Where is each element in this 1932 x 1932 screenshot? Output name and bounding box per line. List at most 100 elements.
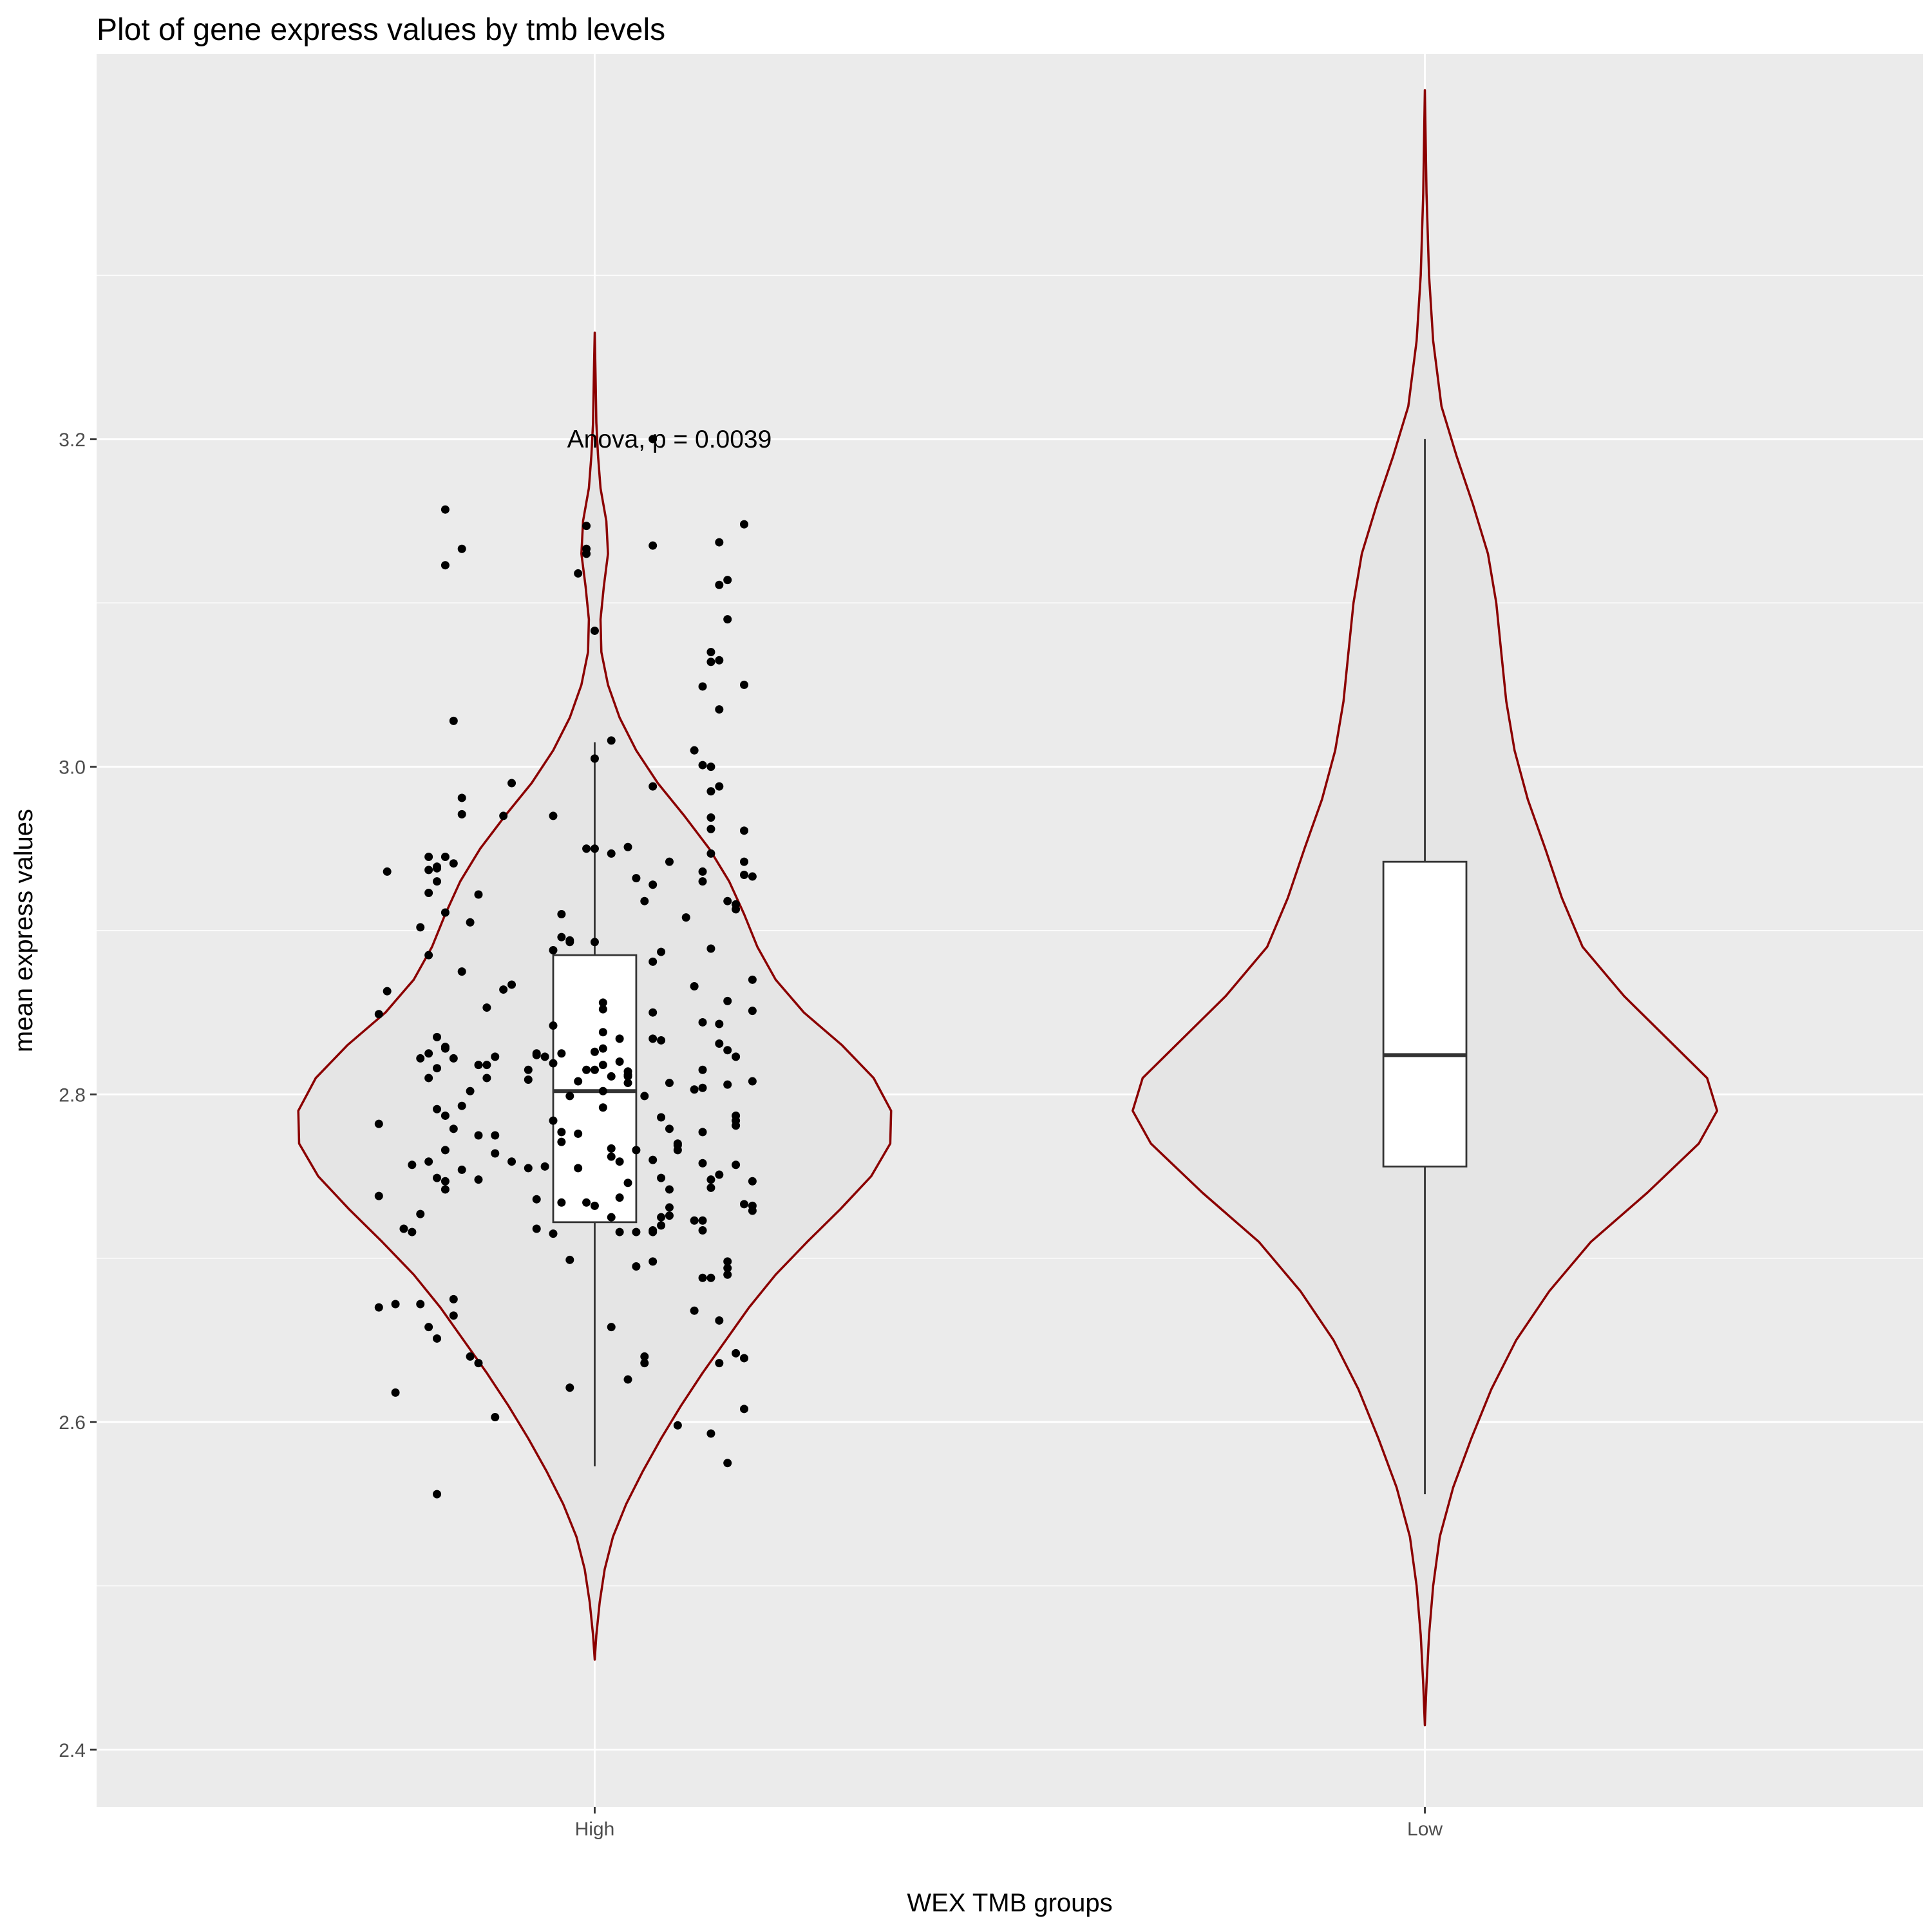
data-point-high xyxy=(623,1375,632,1384)
jitter-points xyxy=(374,435,757,1499)
data-point-high xyxy=(474,1359,483,1368)
data-point-low xyxy=(715,656,724,665)
data-point-high xyxy=(698,1065,707,1074)
data-point-high xyxy=(524,1164,533,1173)
data-point-high xyxy=(748,1007,757,1016)
data-point-low xyxy=(715,1039,724,1048)
data-point-high xyxy=(391,1300,400,1309)
data-point-high xyxy=(482,1003,491,1012)
data-point-low xyxy=(540,1162,549,1171)
data-point-high xyxy=(491,1413,500,1422)
data-point-low xyxy=(615,1157,624,1166)
data-point-low xyxy=(440,1177,450,1186)
data-point-high xyxy=(706,813,715,822)
data-point-high xyxy=(698,1128,707,1137)
data-point-low xyxy=(598,1044,607,1053)
data-point-low xyxy=(433,1173,442,1182)
data-point-low xyxy=(466,1352,475,1361)
data-point-high xyxy=(424,1323,433,1332)
data-point-low xyxy=(557,1198,566,1207)
data-point-high xyxy=(723,1270,732,1279)
y-tick-label: 3.0 xyxy=(59,757,86,779)
data-point-high xyxy=(657,1221,666,1230)
chart-title: Plot of gene express values by tmb level… xyxy=(97,13,665,47)
data-point-low xyxy=(715,705,724,714)
data-point-high xyxy=(649,1257,658,1266)
data-point-low xyxy=(532,1195,541,1204)
data-point-high xyxy=(640,1352,649,1361)
data-point-high xyxy=(433,877,442,886)
data-point-low xyxy=(565,1255,574,1264)
data-point-high xyxy=(383,867,392,876)
box-low xyxy=(1382,860,1468,1168)
data-point-low xyxy=(739,1354,748,1363)
data-point-low xyxy=(524,1075,533,1084)
data-point-high xyxy=(433,1334,442,1343)
data-point-low xyxy=(466,918,475,927)
data-point-high xyxy=(507,779,516,788)
data-point-high xyxy=(698,867,707,876)
data-point-low xyxy=(615,1193,624,1202)
data-point-high xyxy=(374,1191,383,1200)
data-point-high xyxy=(665,1185,674,1194)
data-point-low xyxy=(557,933,566,942)
data-point-high xyxy=(598,1103,607,1112)
data-point-high xyxy=(440,1111,450,1120)
data-point-low xyxy=(690,746,699,755)
data-point-high xyxy=(424,866,433,875)
x-axis-title: WEX TMB groups xyxy=(907,1889,1112,1917)
data-point-low xyxy=(574,1164,583,1173)
data-point-high xyxy=(582,522,591,531)
data-point-low xyxy=(482,1074,491,1083)
data-point-high xyxy=(474,1061,483,1070)
data-point-high xyxy=(615,1057,624,1066)
data-point-high xyxy=(690,1085,699,1094)
data-point-low xyxy=(607,1323,616,1332)
data-point-low xyxy=(698,1226,707,1235)
data-point-low xyxy=(424,853,433,862)
data-point-high xyxy=(457,544,466,553)
data-point-low xyxy=(698,682,707,691)
data-point-low xyxy=(732,1349,741,1358)
data-point-high xyxy=(457,967,466,976)
data-point-high xyxy=(449,859,458,868)
data-point-high xyxy=(374,1119,383,1128)
data-point-low xyxy=(723,896,732,905)
data-point-low xyxy=(524,1065,533,1074)
data-point-low xyxy=(433,1490,442,1499)
data-point-high xyxy=(739,857,748,866)
data-point-high xyxy=(632,1262,641,1271)
data-point-low xyxy=(574,569,583,578)
data-point-low xyxy=(491,1131,500,1140)
data-point-high xyxy=(723,1264,732,1273)
data-point-high xyxy=(399,1224,408,1233)
data-point-low xyxy=(748,975,757,984)
data-point-low xyxy=(607,849,616,858)
data-point-high xyxy=(649,782,658,791)
data-point-low xyxy=(623,1070,632,1079)
data-point-high xyxy=(416,1300,425,1309)
data-point-high xyxy=(649,541,658,550)
data-point-high xyxy=(632,1146,641,1155)
data-point-low xyxy=(433,862,442,871)
box-high xyxy=(552,954,638,1224)
data-point-high xyxy=(449,1054,458,1063)
data-point-high xyxy=(457,1165,466,1174)
data-point-high xyxy=(416,923,425,932)
data-point-low xyxy=(549,1059,558,1068)
data-point-high xyxy=(557,1049,566,1058)
y-tick-label: 2.8 xyxy=(59,1084,86,1106)
data-point-high xyxy=(649,1034,658,1043)
data-point-high xyxy=(574,1077,583,1086)
data-point-high xyxy=(607,1072,616,1081)
data-point-low xyxy=(582,844,591,853)
data-point-low xyxy=(607,1152,616,1161)
boxplots xyxy=(552,439,1468,1495)
data-point-high xyxy=(623,1179,632,1188)
data-point-low xyxy=(732,900,741,909)
data-point-low xyxy=(565,1383,574,1392)
data-point-low xyxy=(706,849,715,858)
data-point-low xyxy=(457,810,466,819)
anova-annotation: Anova, p = 0.0039 xyxy=(567,426,772,453)
data-point-high xyxy=(649,1155,658,1164)
